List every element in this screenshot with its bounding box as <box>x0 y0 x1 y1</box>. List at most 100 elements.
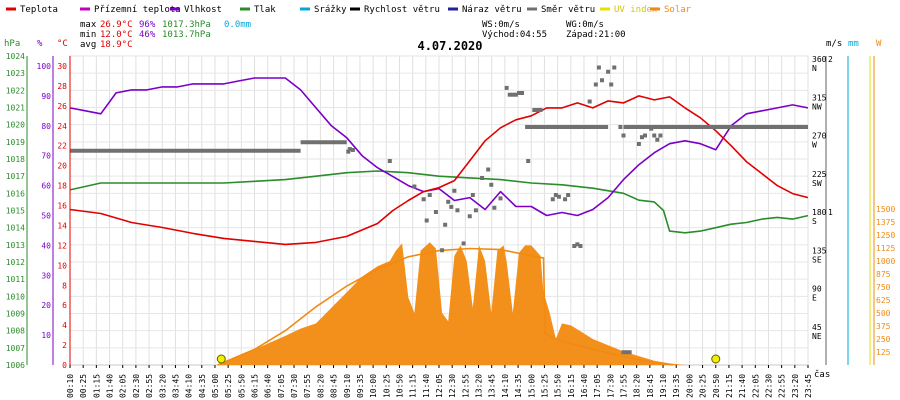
time-tick-label: 08:20 <box>316 374 325 398</box>
rain-unit: mm <box>848 39 859 49</box>
direction-tick-degrees: 225 <box>812 170 827 179</box>
wind-gust-info: WG:0m/s <box>566 20 604 30</box>
temperature-tick-label: 18 <box>57 182 67 191</box>
wind-direction-point <box>599 78 604 83</box>
wind-direction-point <box>649 126 654 131</box>
pressure-tick-label: 1022 <box>6 86 25 95</box>
wind-direction-point <box>643 133 648 138</box>
wind-direction-point <box>489 182 494 187</box>
time-tick-label: 15:00 <box>527 374 536 398</box>
wind-direction-point <box>421 197 426 202</box>
wind-direction-point <box>507 92 512 97</box>
temperature-tick-label: 6 <box>62 301 67 310</box>
series-vlhkost <box>69 77 809 217</box>
direction-tick-name: W <box>812 141 817 150</box>
legend: Teplota Přízemní teplota Vlhkost Tlak Srážky… <box>6 5 692 15</box>
legend-label: Tlak <box>254 5 276 15</box>
time-tick-label: 02:30 <box>132 374 141 398</box>
temperature-tick-label: 2 <box>62 341 67 350</box>
temperature-tick-label: 8 <box>62 281 67 290</box>
direction-tick-degrees: 315 <box>812 93 827 102</box>
pressure-tick-label: 1018 <box>6 155 25 164</box>
wind-direction-point <box>621 350 626 355</box>
wind-direction-point <box>636 142 641 146</box>
wind-direction-point <box>578 244 583 248</box>
time-tick-label: 21:40 <box>738 374 747 398</box>
stat-min-hum: 46% <box>139 30 156 40</box>
time-tick-label: 14:35 <box>514 374 523 398</box>
direction-tick-name: S <box>812 217 817 226</box>
time-tick-label: 17:30 <box>606 374 615 398</box>
wind-direction-point <box>658 133 663 138</box>
direction-tick-name: NE <box>812 332 822 341</box>
solar-tick-label: 125 <box>876 348 891 357</box>
time-tick-label: 22:30 <box>764 374 773 398</box>
temperature-tick-label: 4 <box>62 321 67 330</box>
stat-min-label: min <box>80 30 96 40</box>
pressure-tick-label: 1009 <box>6 310 25 319</box>
temperature-tick-label: 30 <box>57 62 67 71</box>
time-tick-label: 22:05 <box>751 374 760 398</box>
time-tick-label: 01:40 <box>106 374 115 398</box>
legend-label: Srážky <box>314 5 347 15</box>
temperature-tick-label: 28 <box>57 82 67 91</box>
stat-max-hum: 96% <box>139 20 156 30</box>
time-tick-label: 09:35 <box>356 374 365 398</box>
wind-direction-point <box>516 91 521 95</box>
wind-direction-point <box>535 108 540 112</box>
temperature-tick-label: 16 <box>57 202 67 211</box>
humidity-tick-label: 40 <box>41 241 51 250</box>
wind-direction-point <box>473 208 478 213</box>
wind-direction-point <box>566 193 571 197</box>
wind-direction-point <box>498 196 503 201</box>
wind-direction-point <box>492 205 497 210</box>
wind-direction-point <box>446 199 451 204</box>
direction-tick-degrees: 360 <box>812 55 827 64</box>
stat-min-temp: 12.0°C <box>100 30 133 40</box>
time-tick-label: 18:45 <box>646 374 655 398</box>
sunset-info: Západ:21:00 <box>566 30 626 40</box>
time-tick-label: 08:45 <box>330 374 339 398</box>
direction-tick-degrees: 270 <box>812 132 827 141</box>
time-tick-label: 02:05 <box>119 374 128 398</box>
direction-tick-name: N <box>812 64 817 73</box>
axes: hPa% °C1006100710081009101010111012101310… <box>4 39 895 398</box>
wind-direction-point <box>532 108 537 112</box>
wind-speed-tick-label: 2 <box>828 55 833 64</box>
time-tick-label: 11:15 <box>409 374 418 398</box>
legend-label: Přízemní teplota <box>94 5 181 15</box>
temperature-tick-label: 26 <box>57 102 67 111</box>
wind-direction-point <box>609 82 614 87</box>
wind-direction-point <box>486 167 491 172</box>
sunrise-marker <box>216 354 226 364</box>
humidity-tick-label: 60 <box>41 182 51 191</box>
pressure-tick-label: 1014 <box>6 224 25 233</box>
series-solar-max-line <box>217 247 673 366</box>
wind-direction-point <box>606 69 611 74</box>
wind-direction-point <box>612 65 617 70</box>
time-tick-label: 10:00 <box>369 374 378 398</box>
pressure-tick-label: 1024 <box>6 52 25 61</box>
time-tick-label: 11:40 <box>422 374 431 398</box>
pressure-tick-label: 1012 <box>6 258 25 267</box>
time-tick-label: 21:15 <box>725 374 734 398</box>
humidity-tick-label: 30 <box>41 271 51 280</box>
time-tick-label: 12:30 <box>448 374 457 398</box>
solar-tick-label: 1375 <box>876 218 895 227</box>
wind-direction-point <box>575 242 580 247</box>
solar-tick-label: 1500 <box>876 205 895 214</box>
humidity-tick-label: 20 <box>41 301 51 310</box>
series-lines <box>69 65 809 355</box>
time-tick-label: 05:00 <box>211 374 220 398</box>
direction-tick-degrees: 180 <box>812 208 827 217</box>
time-tick-label: 17:55 <box>620 374 629 398</box>
legend-label: Náraz větru <box>462 5 522 15</box>
stat-min-press: 1013.7hPa <box>162 30 211 40</box>
wind-direction-point <box>624 350 629 355</box>
wind-direction-point <box>510 92 515 97</box>
direction-tick-name: NW <box>812 102 822 111</box>
pressure-tick-label: 1008 <box>6 327 25 336</box>
temperature-tick-label: 10 <box>57 261 67 270</box>
solar-tick-label: 1125 <box>876 244 895 253</box>
wind-direction-point <box>347 147 352 152</box>
